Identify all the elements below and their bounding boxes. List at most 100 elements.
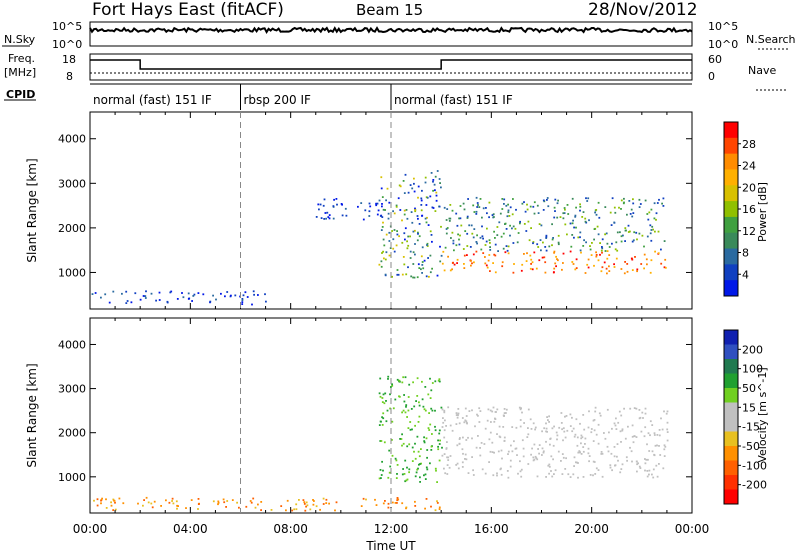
power-cell — [403, 209, 406, 212]
power-cell — [605, 232, 608, 235]
velocity-cell — [590, 431, 593, 434]
power-cell — [224, 295, 226, 298]
power-cell — [478, 206, 481, 208]
power-cell — [643, 245, 645, 248]
velocity-cell — [587, 426, 590, 429]
velocity-cell — [446, 473, 449, 475]
velocity-cell — [532, 456, 535, 459]
power-cell — [327, 216, 330, 218]
power-cell — [595, 213, 598, 216]
velocity-cell — [606, 408, 609, 411]
power-cell — [530, 227, 532, 229]
velocity-cell — [425, 498, 428, 500]
power-cell — [429, 230, 432, 233]
power-colorbar-swatch — [724, 216, 738, 234]
power-cell — [432, 207, 435, 209]
velocity-cell — [666, 421, 669, 424]
power-cell — [392, 210, 394, 213]
power-cell — [368, 202, 371, 205]
velocity-cell — [564, 415, 566, 418]
power-cell — [496, 226, 499, 228]
power-cell — [417, 231, 419, 234]
velocity-cell — [580, 453, 583, 455]
power-colorbar-swatch — [724, 201, 738, 218]
power-cell — [662, 205, 665, 207]
power-colorbar-tick-label: 8 — [742, 247, 749, 260]
velocity-cell — [548, 421, 550, 423]
velocity-cell — [417, 421, 420, 423]
power-cell — [456, 262, 458, 264]
power-cell — [564, 208, 566, 211]
power-colorbar-tick-label: 28 — [742, 138, 756, 151]
power-cell — [469, 246, 472, 248]
velocity-cell — [110, 501, 112, 504]
velocity-cell — [424, 507, 426, 510]
power-cell — [579, 209, 581, 212]
power-cell — [634, 256, 636, 258]
velocity-cell — [379, 469, 382, 471]
power-cell — [593, 228, 596, 230]
velocity-cell — [587, 447, 590, 450]
power-cell — [379, 215, 382, 217]
power-cell — [381, 252, 383, 254]
velocity-cell — [153, 500, 156, 503]
velocity-cell — [535, 457, 538, 459]
velocity-cell — [411, 446, 414, 449]
power-axes: 1000 2000 3000 4000 Slant Range [km] — [25, 112, 693, 309]
velocity-cell — [374, 498, 376, 501]
power-cell — [436, 170, 439, 172]
power-cell — [368, 210, 371, 213]
velocity-cell — [408, 383, 411, 386]
power-cell — [411, 221, 414, 224]
velocity-cell — [455, 412, 458, 414]
velocity-cell — [305, 501, 308, 504]
power-cell — [416, 215, 419, 217]
power-cell — [325, 217, 327, 220]
power-cell — [145, 290, 147, 293]
power-cell — [326, 211, 329, 214]
velocity-cell — [611, 469, 613, 472]
power-cell — [606, 272, 608, 275]
velocity-cell — [449, 424, 452, 427]
power-cell — [443, 269, 446, 272]
power-cell — [491, 214, 494, 216]
power-cell — [494, 271, 497, 274]
velocity-cell — [388, 449, 391, 452]
power-colorbar-swatch — [724, 153, 738, 170]
power-cell — [575, 226, 577, 229]
power-cell — [631, 215, 634, 218]
power-cell — [589, 248, 592, 251]
velocity-cell — [489, 409, 492, 412]
power-cell — [493, 230, 495, 233]
power-cell — [504, 251, 507, 254]
velocity-cell — [510, 444, 512, 447]
velocity-cell — [378, 424, 381, 426]
velocity-cell — [443, 436, 446, 439]
power-cell — [383, 257, 385, 260]
velocity-cell — [644, 469, 646, 472]
velocity-cell — [517, 472, 519, 475]
velocity-cell — [656, 475, 659, 478]
power-scatter — [91, 170, 667, 306]
power-cell — [381, 216, 384, 218]
power-cell — [555, 255, 557, 258]
velocity-cell — [382, 417, 385, 420]
velocity-cell — [293, 508, 296, 511]
power-cell — [557, 199, 559, 202]
velocity-cell — [624, 437, 627, 440]
velocity-cell — [112, 498, 115, 501]
velocity-cell — [663, 410, 665, 413]
power-cell — [382, 208, 385, 211]
velocity-cell — [396, 464, 399, 466]
velocity-cell — [404, 459, 407, 462]
power-cell — [420, 255, 423, 258]
power-cell — [144, 295, 147, 297]
power-cell — [434, 210, 437, 212]
velocity-cell — [590, 428, 593, 430]
velocity-cell — [313, 500, 315, 502]
power-cell — [650, 229, 653, 231]
velocity-cell — [658, 434, 661, 437]
velocity-cell — [589, 474, 592, 476]
power-cell — [220, 292, 222, 295]
